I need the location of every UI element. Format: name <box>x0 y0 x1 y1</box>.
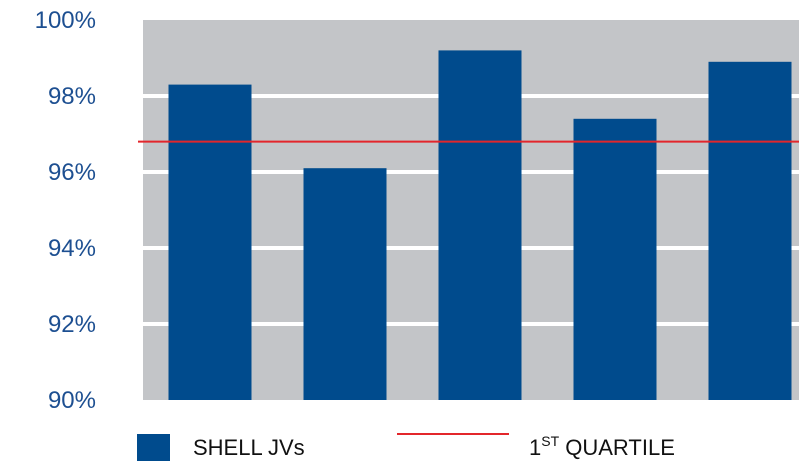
bar-5 <box>708 61 792 401</box>
y-tick-label: 96% <box>48 159 96 186</box>
legend-quartile-main: 1 <box>529 435 541 460</box>
y-tick-label: 90% <box>48 387 96 414</box>
bar-4 <box>573 118 657 401</box>
bar-1 <box>168 84 252 400</box>
legend: SHELL JVs 1ST QUARTILE <box>137 433 675 461</box>
bar-3 <box>438 50 522 401</box>
legend-quartile-rest: QUARTILE <box>559 435 675 460</box>
legend-quartile-superscript: ST <box>541 433 559 449</box>
y-axis-tick-labels: 90% 92% 94% 96% 98% 100% <box>35 7 96 414</box>
legend-swatch-shell-jvs <box>137 434 170 461</box>
bar-2 <box>303 168 387 400</box>
y-tick-label: 100% <box>35 7 96 34</box>
legend-label-shell-jvs: SHELL JVs <box>193 435 305 460</box>
y-tick-label: 92% <box>48 311 96 338</box>
y-tick-label: 94% <box>48 235 96 262</box>
y-tick-label: 98% <box>48 83 96 110</box>
legend-label-1st-quartile: 1ST QUARTILE <box>529 433 675 460</box>
bars <box>168 50 792 401</box>
